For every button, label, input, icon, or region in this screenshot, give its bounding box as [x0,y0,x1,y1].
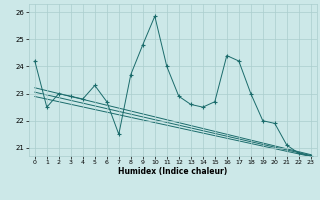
X-axis label: Humidex (Indice chaleur): Humidex (Indice chaleur) [118,167,228,176]
